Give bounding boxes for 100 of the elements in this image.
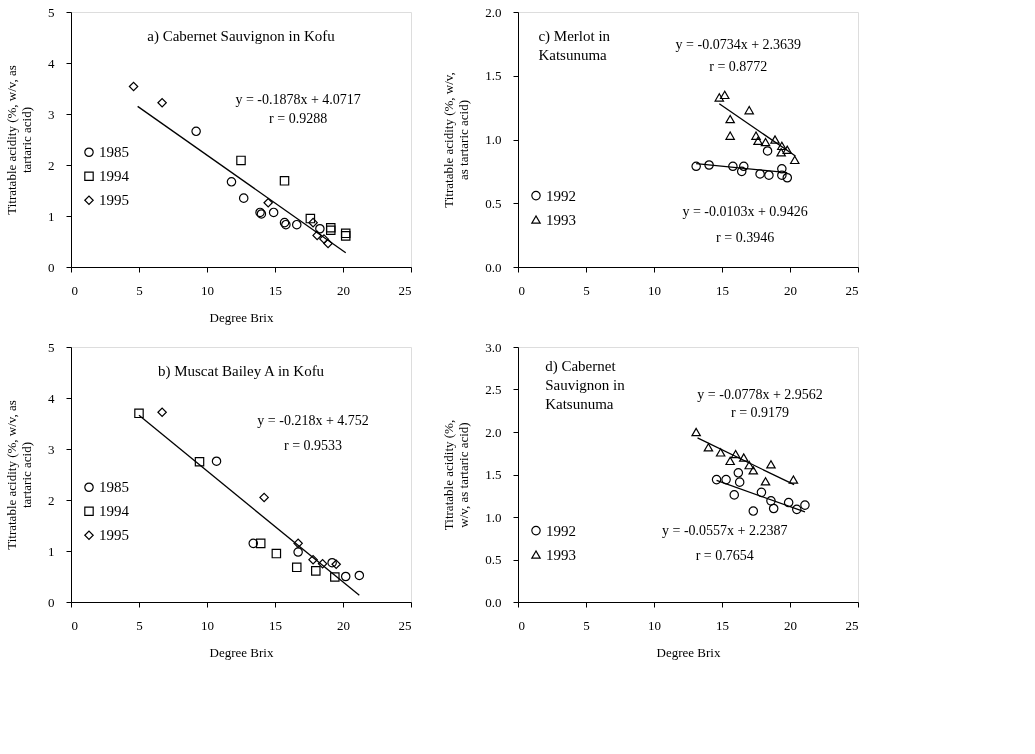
point (725, 114, 735, 124)
point (128, 81, 139, 92)
point (315, 223, 325, 234)
annotation: r = 0.7654 (695, 548, 754, 564)
point (753, 136, 763, 145)
point (312, 230, 322, 241)
x-tick-label: 20 (784, 282, 797, 298)
point (308, 217, 318, 228)
point (211, 456, 222, 467)
point (291, 562, 302, 573)
point (733, 468, 744, 478)
y-tick-label: 0.0 (485, 594, 502, 610)
y-tick-label: 2.0 (485, 424, 502, 440)
point (327, 557, 337, 568)
x-tick-label: 10 (648, 617, 661, 633)
x-tick-label: 10 (648, 282, 661, 298)
y-tick-label: 1.0 (485, 132, 502, 147)
point (748, 506, 759, 516)
y-tick-label: 3 (48, 106, 55, 122)
annotation: y = -0.0103x + 0.9426 (682, 204, 808, 220)
y-tick-label: 1 (48, 543, 55, 559)
legend-label: 1995 (99, 527, 129, 544)
point (317, 558, 328, 569)
x-tick-label: 25 (845, 617, 859, 633)
point (751, 131, 761, 140)
point (311, 566, 321, 576)
point (725, 131, 735, 140)
text: b) Muscat Bailey A in Kofu (157, 362, 325, 380)
point (704, 160, 714, 170)
point (305, 213, 316, 224)
x-axis-title: Degree Brix (209, 644, 274, 660)
point (725, 456, 735, 466)
point (776, 148, 786, 157)
point (691, 161, 701, 172)
x-axis-title: Degree Brix (656, 644, 721, 660)
point (729, 490, 740, 500)
y-tick-label: 1.5 (485, 68, 502, 84)
annotation: r = 0.9179 (731, 405, 790, 421)
point (157, 98, 167, 108)
point (323, 238, 333, 249)
x-tick-label: 0 (71, 617, 78, 633)
y-tick-label: 1 (48, 208, 55, 224)
y-tick-label: 1.0 (485, 509, 502, 525)
point (711, 474, 722, 485)
point (194, 456, 205, 467)
point (236, 155, 246, 166)
annotation: y = -0.218x + 4.752 (257, 412, 369, 428)
x-tick-label: 0 (518, 617, 525, 633)
x-tick-label: 15 (269, 282, 282, 298)
legend-label: 1985 (99, 479, 129, 496)
y-tick-label: 3 (48, 441, 55, 457)
x-tick-label: 10 (201, 282, 214, 298)
legend-label: 1992 (546, 187, 576, 204)
annotation: r = 0.3946 (716, 229, 775, 245)
point (730, 449, 741, 459)
y-tick-label: 0 (48, 594, 55, 610)
legend-label: 1994 (99, 503, 130, 520)
point (760, 477, 771, 486)
point (756, 487, 767, 498)
point (226, 177, 237, 187)
point (766, 460, 776, 469)
point (783, 497, 794, 508)
legend-label: 1993 (546, 211, 576, 228)
point (764, 170, 774, 180)
x-axis-title: Degree Brix (209, 309, 274, 325)
point (748, 466, 759, 475)
point (703, 443, 714, 452)
point (770, 135, 780, 144)
point (308, 554, 318, 565)
point (331, 559, 341, 570)
legend-label: 1992 (546, 522, 576, 539)
point (293, 538, 303, 549)
y-axis-title: Titratable acidity (%, w/v, as tartaric acid) (4, 65, 34, 215)
point (340, 571, 351, 582)
point (782, 172, 793, 183)
point (782, 145, 793, 154)
y-tick-label: 2.5 (485, 382, 502, 397)
y-axis-title: Titratable acidity (%, w/v, as tartaric acid) (4, 400, 34, 550)
point (777, 141, 787, 151)
legend-label: 1995 (99, 192, 129, 209)
point (255, 538, 266, 549)
annotation: r = 0.9288 (269, 111, 328, 127)
y-tick-label: 1.5 (485, 467, 502, 482)
point (788, 475, 799, 484)
point (736, 166, 747, 177)
x-tick-label: 20 (337, 617, 350, 633)
x-tick-label: 5 (583, 282, 590, 298)
point (800, 500, 810, 510)
point (291, 219, 302, 230)
x-tick-label: 15 (269, 617, 282, 633)
annotation: y = -0.0778x + 2.9562 (697, 387, 823, 403)
x-tick-label: 5 (136, 617, 143, 633)
annotation: r = 0.9533 (284, 437, 343, 453)
point (744, 460, 754, 470)
legend-label: 1985 (99, 144, 129, 161)
point (263, 197, 273, 208)
x-tick-label: 20 (784, 617, 797, 633)
point (766, 496, 776, 506)
point (734, 477, 745, 487)
point (755, 169, 765, 179)
